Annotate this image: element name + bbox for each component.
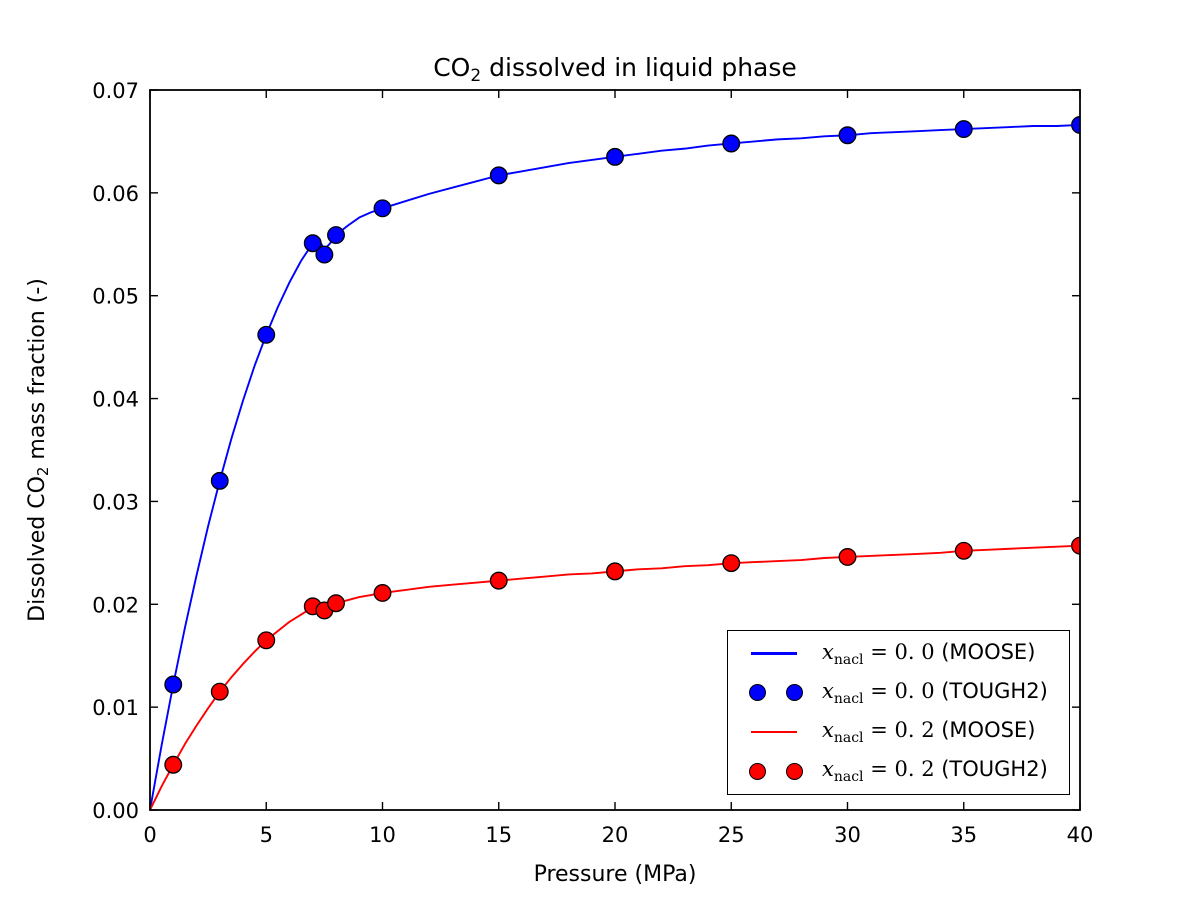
y-tick-label: 0.00 [92,799,139,823]
legend-dot-swatch-red [742,762,822,780]
tough2-point [303,234,322,253]
y-tick-label: 0.02 [92,593,139,617]
tough2-point [954,541,973,560]
x-tick-label: 25 [718,823,745,847]
x-tick-label: 20 [602,823,629,847]
tough2-point [489,166,508,185]
tough2-point [210,471,229,490]
legend-row-moose-0: xnacl = 0. 0 (MOOSE) [728,634,1069,673]
legend-line-swatch-red [742,730,822,734]
legend-line-swatch-blue [742,652,822,655]
moose-curve [150,544,1080,810]
tough2-point [722,554,741,573]
tough2-point [954,120,973,139]
tough2-point [838,126,857,145]
y-tick-label: 0.06 [92,182,139,206]
y-tick-label: 0.05 [92,285,139,309]
y-tick-label: 0.03 [92,490,139,514]
moose-curve [150,124,1080,810]
tough2-point [373,199,392,218]
tough2-point [606,562,624,581]
x-tick-label: 5 [260,823,273,847]
y-tick-label: 0.01 [92,696,139,720]
tough2-point [722,134,741,153]
legend-row-moose-02: xnacl = 0. 2 (MOOSE) [728,713,1069,752]
tick-labels: 0 5 10 15 20 25 30 35 40 0.00 0.01 0.02 0.03 0.04 0.05… [92,79,1093,847]
chart-title: CO2 dissolved in liquid phase [433,53,797,86]
x-tick-label: 30 [834,823,861,847]
axes-frame [149,89,1081,811]
x-tick-label: 35 [950,823,977,847]
tough2-point [257,325,276,344]
y-tick-label: 0.07 [92,79,139,103]
x-tick-label: 40 [1067,823,1094,847]
legend: xnacl = 0. 0 (MOOSE) xnacl = 0. 0 (TOUGH… [727,630,1070,795]
y-tick-label: 0.04 [92,388,139,412]
tough2-point [489,571,508,590]
tough2-point [315,245,334,264]
x-tick-label: 0 [143,823,156,847]
legend-label: xnacl = 0. 0 (MOOSE) [822,639,1036,668]
y-axis-label: Dissolved CO2 mass fraction (-) [25,278,52,622]
legend-label: xnacl = 0. 0 (TOUGH2) [822,678,1048,707]
x-tick-label: 10 [369,823,396,847]
legend-dot-swatch-blue [742,684,822,702]
tough2-point [210,682,229,701]
legend-label: xnacl = 0. 2 (TOUGH2) [822,757,1048,786]
tough2-point [164,675,183,694]
legend-row-tough2-0: xnacl = 0. 0 (TOUGH2) [728,673,1069,712]
tough2-point [373,584,392,602]
legend-label: xnacl = 0. 2 (MOOSE) [822,718,1036,747]
tough2-point [257,631,276,650]
x-axis-label: Pressure (MPa) [534,862,697,887]
tough2-point [327,226,345,244]
tough2-point [838,548,857,566]
tough2-point [606,147,624,166]
x-tick-label: 15 [485,823,512,847]
tough2-point [327,594,345,613]
legend-row-tough2-02: xnacl = 0. 2 (TOUGH2) [728,752,1069,791]
tough2-point [164,755,183,774]
plot-series [150,116,1080,810]
